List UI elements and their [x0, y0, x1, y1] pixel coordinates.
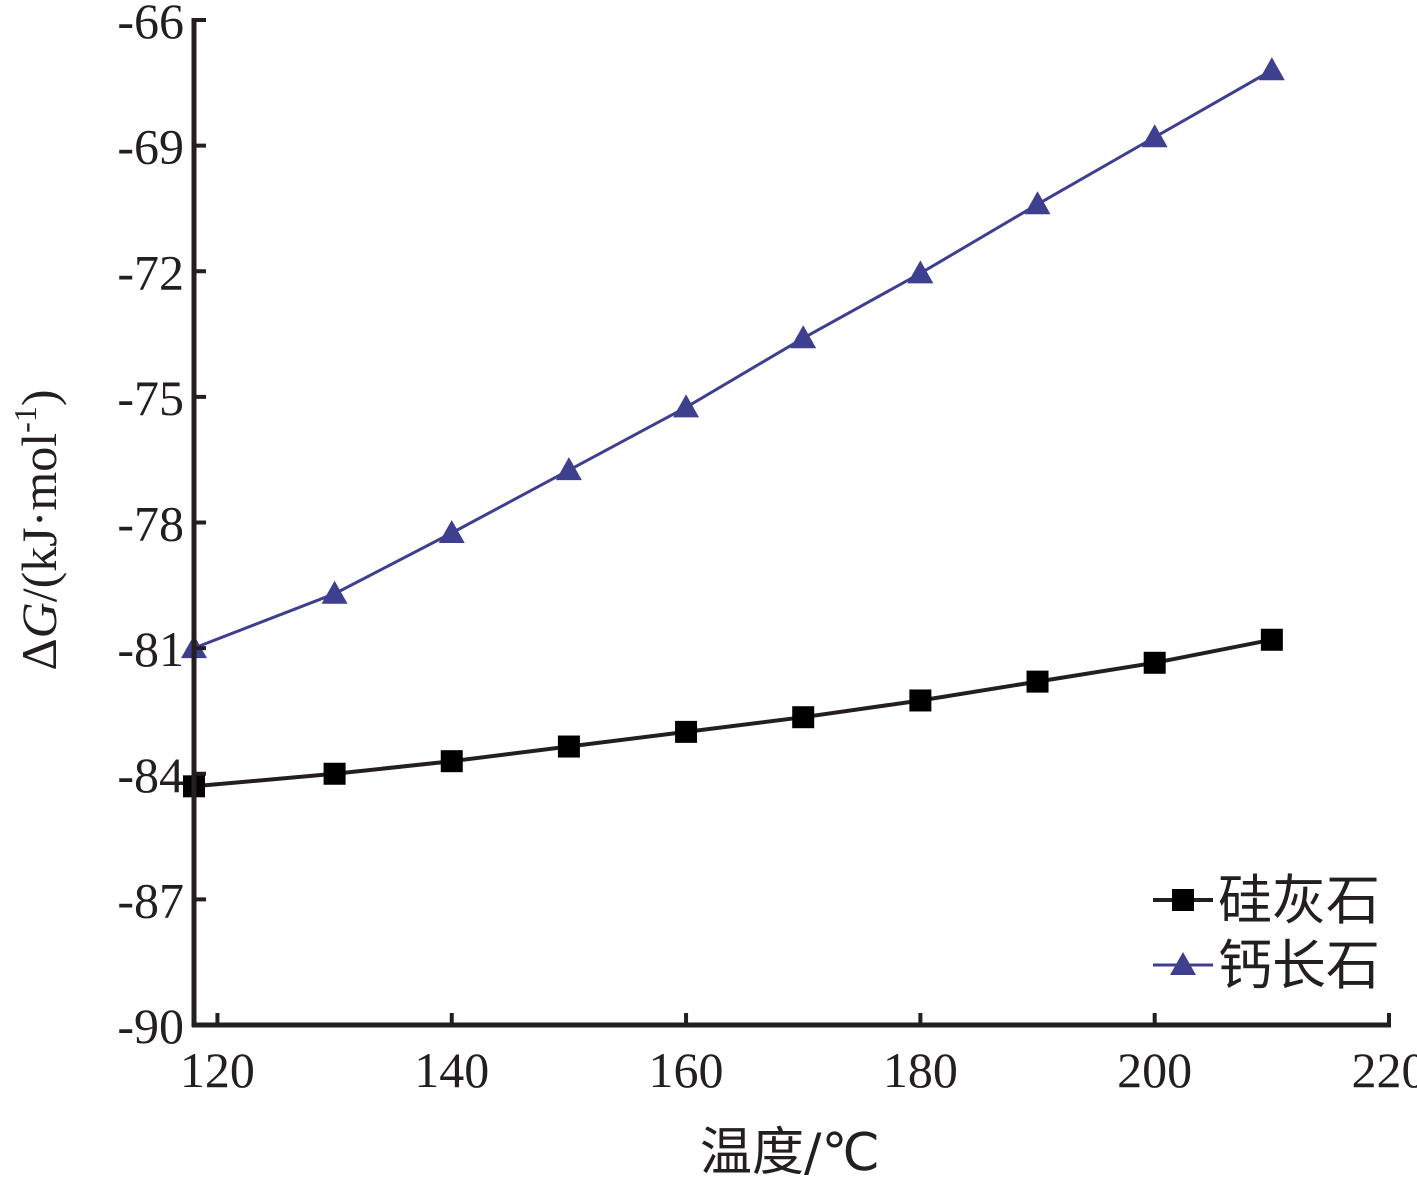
x-tick-label: 120 — [180, 1042, 255, 1098]
y-axis-title-var: G — [11, 602, 67, 638]
x-axis-title: 温度/℃ — [700, 1123, 880, 1181]
series-line — [193, 637, 1273, 789]
legend-label: 钙长石 — [1218, 934, 1380, 997]
y-tick-label: -84 — [117, 747, 184, 803]
data-point — [1026, 670, 1049, 693]
y-axis-title-close: ) — [11, 389, 67, 406]
x-tick-label: 140 — [414, 1042, 489, 1098]
data-point — [673, 394, 700, 418]
y-tick-label: -69 — [117, 119, 184, 175]
data-point — [790, 325, 817, 349]
series-line — [193, 68, 1273, 650]
data-point — [1024, 191, 1051, 215]
series-2 — [181, 57, 1285, 659]
y-tick-label: -90 — [117, 998, 184, 1054]
legend-item-2: 钙长石 — [1153, 934, 1380, 997]
data-point — [1141, 124, 1168, 148]
data-point — [1260, 628, 1283, 651]
data-point — [909, 689, 932, 712]
y-tick-label: -66 — [117, 0, 184, 49]
x-tick-label: 200 — [1117, 1042, 1192, 1098]
data-point — [675, 720, 698, 743]
data-point — [1258, 57, 1285, 81]
series-1 — [183, 628, 1283, 798]
y-axis-title-delta: Δ — [11, 638, 67, 670]
y-tick-label: -87 — [117, 872, 184, 928]
data-point — [440, 750, 463, 773]
y-axis-title-sup: -1 — [7, 406, 43, 433]
x-tick-label: 160 — [649, 1042, 724, 1098]
y-tick-label: -75 — [117, 370, 184, 426]
data-point — [555, 457, 582, 481]
legend-marker — [1172, 889, 1194, 911]
data-point — [323, 762, 346, 785]
legend-label: 硅灰石 — [1218, 869, 1380, 932]
x-tick-label: 220 — [1352, 1042, 1417, 1098]
legend-item-1: 硅灰石 — [1153, 869, 1380, 932]
y-tick-label: -78 — [117, 496, 184, 552]
data-point — [1143, 651, 1166, 674]
y-tick-label: -81 — [117, 621, 184, 677]
data-point — [792, 706, 815, 729]
y-tick-label: -72 — [117, 244, 184, 300]
data-point — [438, 519, 465, 543]
data-point — [321, 580, 348, 604]
data-point — [557, 735, 580, 758]
data-point — [907, 260, 934, 284]
legend-marker — [1170, 952, 1196, 975]
y-axis-title-unit: /(kJ·mol — [11, 433, 67, 602]
y-axis-title: ΔG/(kJ·mol-1) — [7, 389, 67, 670]
x-tick-label: 180 — [883, 1042, 958, 1098]
